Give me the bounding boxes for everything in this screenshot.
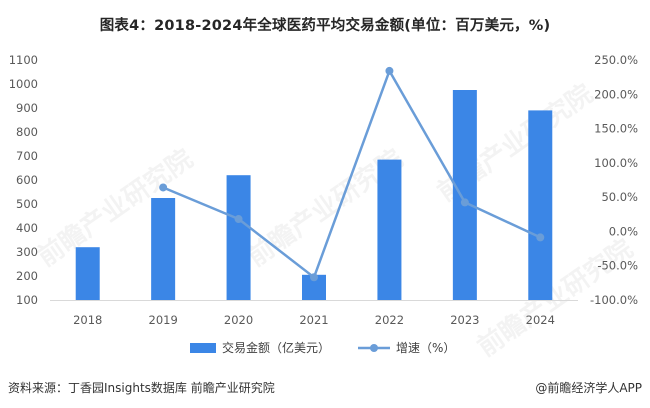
right-tick-label: -100.0% [590, 293, 638, 307]
x-tick-label: 2021 [299, 313, 328, 327]
legend: 交易金额（亿美元） 增速（%） [190, 340, 455, 355]
x-tick-label: 2024 [526, 313, 555, 327]
x-tick-label: 2020 [224, 313, 253, 327]
bar [528, 110, 553, 301]
right-tick-label: 250.0% [594, 53, 638, 67]
left-tick-label: 800 [16, 125, 38, 139]
growth-point [385, 66, 394, 75]
bar [151, 198, 176, 300]
growth-polyline [162, 69, 541, 279]
x-tick-label: 2023 [450, 313, 479, 327]
legend-bar-label: 交易金额（亿美元） [222, 340, 330, 355]
source-note: 资料来源：丁香园Insights数据库 前瞻产业研究院 [8, 381, 275, 395]
left-tick-label: 1100 [9, 53, 38, 67]
x-tick-label: 2019 [149, 313, 178, 327]
legend-line-label: 增速（%） [396, 341, 455, 355]
left-tick-label: 200 [16, 269, 38, 283]
growth-point [234, 215, 243, 224]
right-axis-ticks: -100.0% -50.0% 0.0% 50.0% 100.0% 150.0% 200.0%… [590, 53, 638, 307]
growth-point [536, 233, 545, 242]
growth-line [159, 66, 545, 282]
right-tick-label: 100.0% [594, 156, 638, 170]
left-tick-label: 600 [16, 173, 38, 187]
chart-title: 图表4：2018-2024年全球医药平均交易金额(单位：百万美元，%) [99, 18, 551, 34]
right-tick-label: 150.0% [594, 122, 638, 136]
right-tick-label: 0.0% [609, 224, 638, 238]
left-tick-label: 1000 [9, 77, 38, 91]
left-tick-label: 700 [16, 149, 38, 163]
left-tick-label: 400 [16, 221, 38, 235]
bars [75, 90, 553, 301]
bar [75, 247, 100, 300]
right-tick-label: 50.0% [601, 190, 638, 204]
left-axis-ticks: 100 200 300 400 500 600 700 800 900 1000 1100 [9, 53, 38, 307]
bar [377, 159, 402, 300]
bar [452, 90, 477, 300]
legend-line-marker [370, 344, 378, 352]
right-tick-label: -50.0% [597, 259, 638, 273]
x-tick-label: 2022 [375, 313, 404, 327]
growth-point [460, 198, 469, 207]
left-tick-label: 500 [16, 197, 38, 211]
bar [226, 175, 251, 300]
growth-point [159, 183, 168, 192]
x-tick-label: 2018 [73, 313, 102, 327]
right-tick-label: 200.0% [594, 87, 638, 101]
left-tick-label: 100 [16, 293, 38, 307]
brand-label: @前瞻经济学人APP [535, 381, 642, 395]
x-axis-ticks: 2018 2019 2020 2021 2022 2023 2024 [73, 313, 555, 327]
legend-bar-swatch [190, 343, 216, 353]
left-tick-label: 300 [16, 245, 38, 259]
growth-point [310, 273, 318, 282]
left-tick-label: 900 [16, 101, 38, 115]
